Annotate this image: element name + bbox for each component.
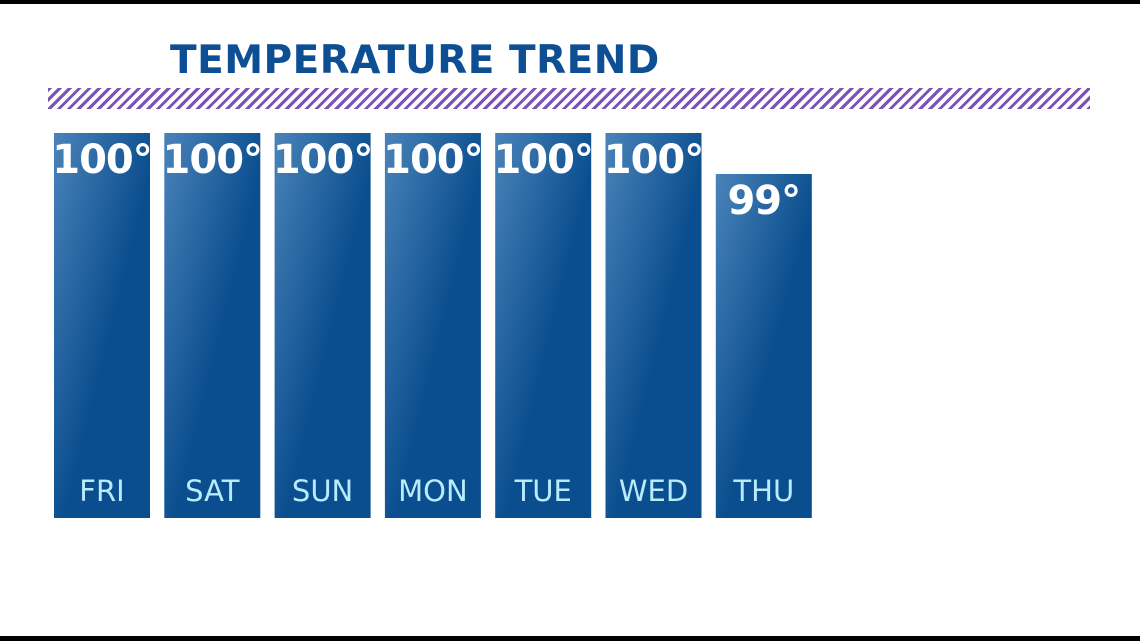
- bar-value-label-tue: 100°: [493, 137, 593, 183]
- bar-category-label-wed: WED: [619, 474, 688, 508]
- bar-mon: [384, 133, 481, 518]
- bar-value-label-sun: 100°: [273, 137, 373, 183]
- bar-category-label-sat: SAT: [185, 474, 240, 508]
- bar-sun: [274, 133, 371, 518]
- bottom-frame-line: [0, 636, 1140, 641]
- bar-category-label-tue: TUE: [514, 474, 572, 508]
- top-frame-line: [0, 0, 1140, 4]
- bar-category-label-thu: THU: [732, 474, 794, 508]
- bar-tue: [495, 133, 592, 518]
- bar-value-label-fri: 100°: [52, 137, 152, 183]
- chart-title: TEMPERATURE TREND: [170, 38, 660, 83]
- bar-category-label-sun: SUN: [292, 474, 353, 508]
- title-stripe-divider: [48, 88, 1090, 109]
- bar-fri: [54, 133, 150, 518]
- bar-value-label-mon: 100°: [383, 137, 483, 183]
- bar-thu: [715, 174, 812, 518]
- bar-value-label-thu: 99°: [727, 178, 800, 224]
- bar-value-label-sat: 100°: [163, 137, 263, 183]
- bar-category-label-mon: MON: [398, 474, 468, 508]
- bar-category-label-fri: FRI: [79, 474, 124, 508]
- bar-series: 100° FRI 100° SAT 100° SUN 100° MON 100° TUE 100° W…: [52, 133, 812, 518]
- bar-wed: [605, 133, 702, 518]
- bar-value-label-wed: 100°: [604, 137, 704, 183]
- bar-sat: [164, 133, 261, 518]
